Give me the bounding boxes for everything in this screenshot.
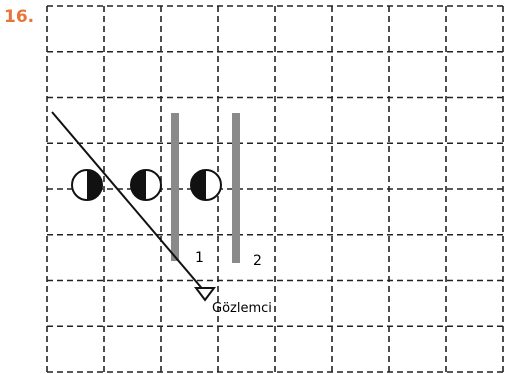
problem-number: 16. [4, 7, 34, 27]
object-1 [72, 170, 102, 200]
mirror-label: 1 [195, 250, 204, 266]
diagram: 16. 1 2 Gözlemci [0, 0, 506, 374]
mirror-label: 2 [253, 253, 262, 269]
mirror-1 [171, 113, 179, 261]
grid [47, 6, 503, 372]
observer-eye [196, 288, 214, 300]
object-3 [191, 170, 221, 200]
sight-line [52, 112, 205, 292]
object-2 [131, 170, 161, 200]
observer-label: Gözlemci [212, 301, 272, 316]
page: 16. 1 2 Gözlemci (() => { const data = J… [0, 0, 506, 374]
mirror-2 [232, 113, 240, 263]
